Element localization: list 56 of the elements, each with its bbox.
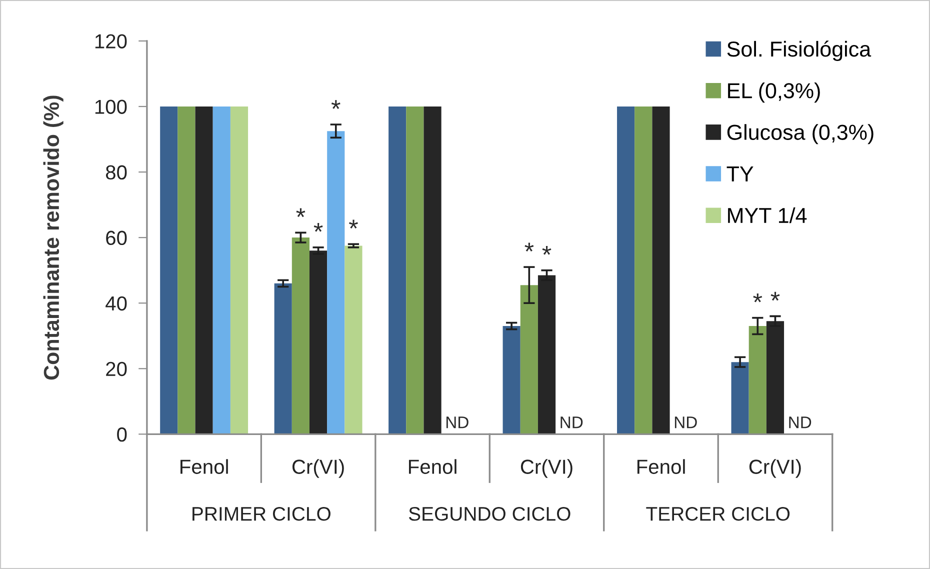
y-tick-label: 80: [106, 165, 127, 180]
data-label: *: [770, 292, 780, 301]
data-label: *: [296, 208, 306, 218]
bar: [406, 106, 424, 434]
data-label: *: [753, 293, 762, 302]
bar: [344, 246, 362, 434]
y-tick-label: 60: [106, 230, 127, 246]
text: ND: [560, 416, 583, 428]
bar: [748, 326, 766, 434]
y-tick-label: 100: [95, 100, 127, 114]
bar: [652, 106, 670, 434]
bar: [538, 275, 556, 434]
data-label: *: [542, 246, 552, 255]
bar: [212, 106, 230, 434]
bar: [634, 106, 652, 434]
legend-label: Sol. Fisiológica: [727, 40, 872, 62]
x-tick-label: Fenol: [408, 459, 456, 474]
legend-label: TY: [726, 166, 754, 182]
bar: [424, 106, 442, 434]
x-tick-label: Cr(VI): [292, 459, 344, 478]
y-axis-title: Contaminante removido (%): [43, 96, 64, 380]
text: ND: [674, 416, 697, 428]
bar: [388, 106, 406, 434]
bar: [520, 285, 538, 434]
data-label: *: [314, 223, 323, 232]
text: ND: [789, 416, 812, 428]
x-tick-label: Fenol: [637, 459, 685, 474]
bar: [292, 238, 310, 434]
x-tick-label: Cr(VI): [520, 459, 572, 478]
bar: [327, 131, 345, 434]
x-tick-label: Cr(VI): [749, 459, 801, 478]
legend-label: MYT 1/4: [728, 207, 807, 224]
bar: [617, 106, 635, 434]
y-tick-label: 20: [106, 362, 127, 376]
y-tick-label: 120: [95, 34, 127, 48]
data-label: *: [349, 220, 358, 229]
text: SEGUNDO CICLO: [408, 506, 570, 521]
x-tick-label: Fenol: [180, 459, 228, 474]
bar: [502, 326, 520, 434]
bar: [160, 106, 178, 434]
data-label: *: [524, 242, 534, 252]
bar: [274, 283, 292, 434]
data-label: *: [331, 100, 340, 109]
y-tick-label: 40: [106, 296, 127, 311]
legend-label: Glucosa (0,3%): [727, 124, 874, 144]
text: TERCER CICLO: [646, 506, 790, 521]
text: PRIMER CICLO: [192, 506, 330, 521]
text: ND: [446, 416, 468, 428]
legend-label: EL (0,3%): [728, 82, 820, 103]
bar: [731, 362, 749, 434]
bar: [309, 250, 328, 434]
bar: [178, 106, 196, 434]
bar: [195, 106, 213, 434]
bar: [230, 106, 248, 434]
y-tick-label: 0: [117, 427, 127, 442]
bar: [766, 321, 784, 434]
